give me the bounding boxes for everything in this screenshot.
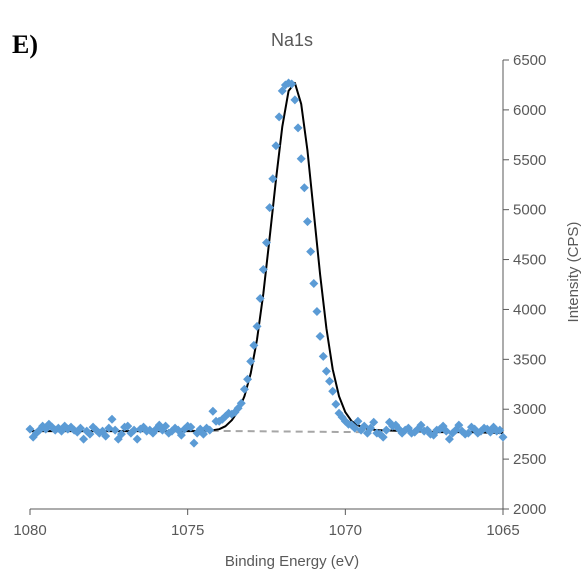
data-point [331, 399, 341, 409]
data-point [75, 423, 85, 433]
data-point [249, 340, 259, 350]
data-point [258, 265, 268, 275]
y-tick-label: 2500 [513, 451, 546, 468]
data-point [315, 331, 325, 341]
data-point [265, 203, 275, 213]
data-point [293, 123, 303, 133]
data-point [444, 434, 454, 444]
data-point [239, 384, 249, 394]
background-line [187, 429, 365, 434]
data-point [318, 351, 328, 361]
fit-line [30, 81, 504, 435]
data-point [312, 306, 322, 316]
data-point [132, 434, 142, 444]
y-tick-label: 4500 [513, 252, 546, 269]
data-point [268, 174, 278, 184]
data-point [353, 416, 363, 426]
data-point [325, 376, 335, 386]
data-point [255, 293, 265, 303]
y-tick-label: 6500 [513, 52, 546, 69]
data-point [123, 421, 133, 431]
data-point [252, 321, 262, 331]
chart-title: Na1s [271, 30, 313, 50]
y-tick-label: 4000 [513, 301, 546, 318]
x-tick-label: 1080 [13, 522, 46, 539]
data-point [236, 398, 246, 408]
data-point [176, 430, 186, 440]
data-point [25, 424, 35, 434]
data-point [366, 423, 376, 433]
data-point [271, 141, 281, 151]
data-point [116, 429, 126, 439]
data-point [262, 238, 271, 248]
data-point [189, 438, 199, 448]
data-point [277, 86, 287, 96]
data-point [107, 414, 117, 424]
panel-label: E) [12, 30, 38, 59]
data-point [369, 417, 379, 427]
y-tick-label: 3000 [513, 401, 546, 418]
data-point [246, 356, 256, 366]
data-point [416, 420, 426, 430]
data-point [290, 95, 300, 105]
data-point [129, 425, 139, 435]
y-tick-label: 5000 [513, 202, 546, 219]
data-point [321, 366, 331, 376]
data-point [208, 406, 218, 416]
y-tick-label: 3500 [513, 351, 546, 368]
y-axis-label: Intensity (CPS) [565, 222, 582, 323]
x-axis-label: Binding Energy (eV) [225, 553, 359, 570]
plot-area: 1080 1075 1070 1065 2000 2500 3000 3500 4000 4500… [13, 52, 546, 539]
data-point [299, 183, 309, 193]
data-point [306, 247, 316, 257]
data-point [378, 432, 388, 442]
y-tick-label: 2000 [513, 501, 546, 518]
data-point [296, 154, 306, 164]
data-point [454, 420, 464, 430]
data-point [274, 112, 284, 122]
y-tick-label: 5500 [513, 152, 546, 169]
y-tick-label: 6000 [513, 102, 546, 119]
data-point [198, 429, 208, 439]
x-tick-label: 1070 [329, 522, 362, 539]
x-tick-label: 1065 [486, 522, 519, 539]
data-point [495, 425, 505, 435]
data-point [85, 429, 95, 439]
data-point [287, 79, 297, 89]
x-tick-label: 1075 [171, 522, 204, 539]
data-point [463, 428, 473, 438]
data-point [205, 425, 215, 435]
data-point [79, 434, 89, 444]
data-point [110, 425, 120, 435]
data-point [498, 432, 508, 442]
data-point [328, 386, 338, 396]
data-point [161, 421, 171, 431]
data-point [186, 422, 196, 432]
data-point [381, 425, 391, 435]
data-point [309, 279, 319, 289]
data-point [101, 431, 111, 441]
data-point [302, 217, 312, 227]
data-point [243, 374, 253, 384]
